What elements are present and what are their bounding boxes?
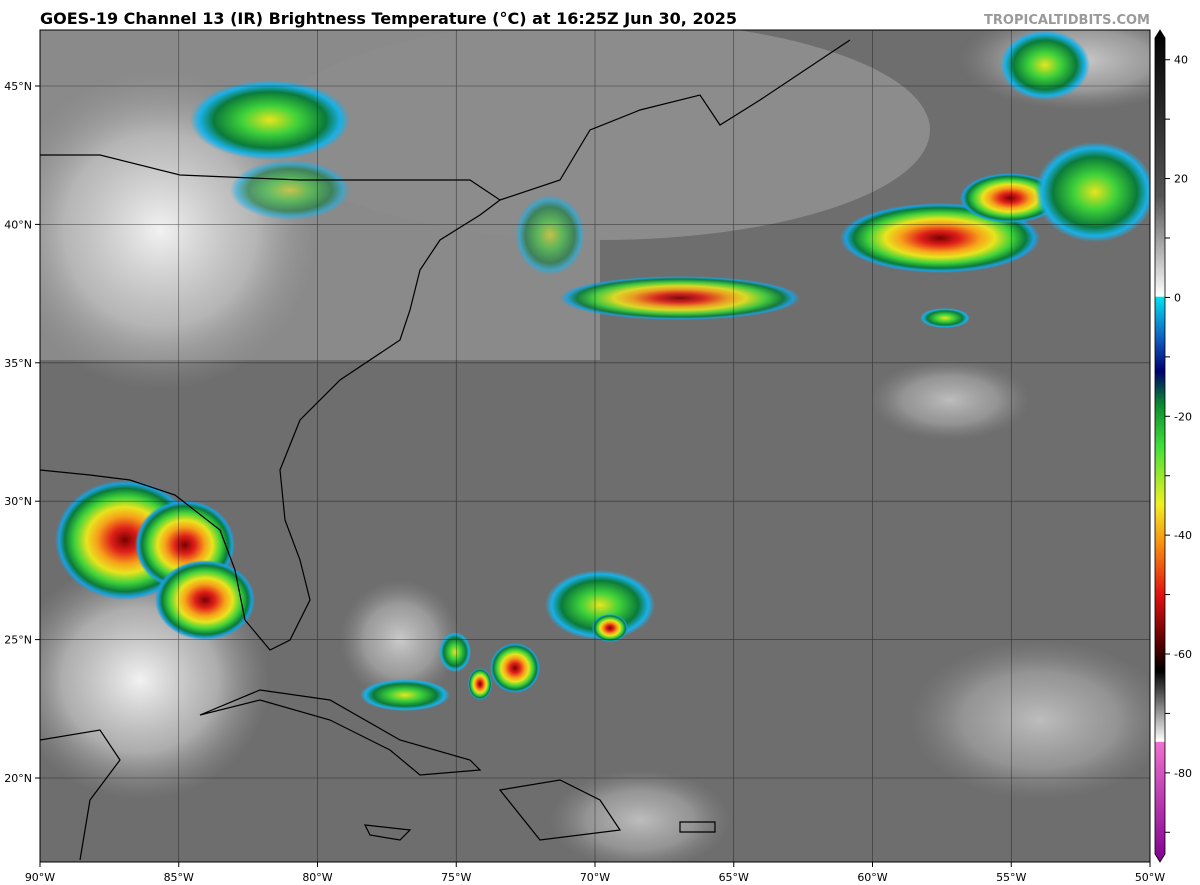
latitude-label: 25°N xyxy=(4,634,32,647)
colorbar-tick-label: 20 xyxy=(1174,173,1188,186)
colorbar-tick-label: 40 xyxy=(1174,54,1188,67)
latitude-label: 45°N xyxy=(4,80,32,93)
colorbar: 403020100-10-20-30-40-50-60-70-80-90 xyxy=(1154,29,1192,863)
longitude-label: 70°W xyxy=(580,871,610,884)
satellite-image xyxy=(40,30,1150,862)
longitude-label: 80°W xyxy=(302,871,332,884)
longitude-label: 75°W xyxy=(441,871,471,884)
latitude-label: 40°N xyxy=(4,218,32,231)
colorbar-tick-label: -60 xyxy=(1174,648,1192,661)
longitude-label: 65°W xyxy=(719,871,749,884)
credit: TROPICALTIDBITS.COM xyxy=(984,13,1150,28)
latitude-label: 35°N xyxy=(4,357,32,370)
latitude-label: 30°N xyxy=(4,495,32,508)
longitude-label: 50°W xyxy=(1135,871,1165,884)
colorbar-tick-label: -80 xyxy=(1174,767,1192,780)
colorbar-tick-label: 0 xyxy=(1174,291,1181,304)
longitude-label: 90°W xyxy=(25,871,55,884)
title: GOES-19 Channel 13 (IR) Brightness Tempe… xyxy=(40,9,737,28)
longitude-label: 60°W xyxy=(857,871,887,884)
longitude-label: 55°W xyxy=(996,871,1026,884)
latitude-label: 20°N xyxy=(4,772,32,785)
colorbar-tick-label: -40 xyxy=(1174,529,1192,542)
colorbar-tick-label: -20 xyxy=(1174,410,1192,423)
longitude-label: 85°W xyxy=(164,871,194,884)
